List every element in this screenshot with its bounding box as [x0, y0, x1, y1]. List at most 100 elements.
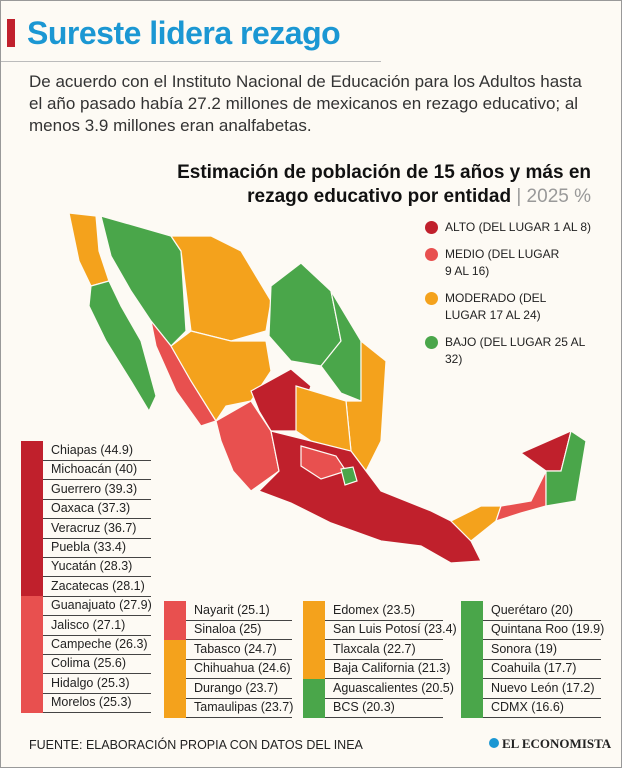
ranking-swatch: [164, 698, 186, 718]
ranking-label: Puebla (33.4): [51, 540, 127, 554]
ranking-swatch: [164, 620, 186, 641]
ranking-row: Sinaloa (25): [164, 620, 292, 641]
ranking-label: Durango (23.7): [194, 680, 279, 695]
ranking-label: Sonora (19): [491, 641, 558, 656]
ranking-label: Sinaloa (25): [194, 622, 262, 637]
ranking-label: Guerrero (39.3): [51, 481, 138, 496]
ranking-swatch: [21, 557, 43, 578]
ranking-label: BCS (20.3): [333, 700, 395, 714]
ranking-row: Tlaxcala (22.7): [303, 639, 443, 660]
ranking-row: Durango (23.7): [164, 678, 292, 699]
map-title-year: | 2025 %: [516, 186, 591, 207]
ranking-row: Guerrero (39.3): [21, 479, 151, 500]
ranking-label: Veracruz (36.7): [51, 520, 137, 535]
ranking-label: Hidalgo (25.3): [51, 675, 130, 690]
ranking-label: Baja California (21.3): [333, 661, 451, 676]
ranking-swatch: [164, 678, 186, 699]
ranking-swatch: [164, 639, 186, 660]
ranking-swatch: [21, 538, 43, 558]
ranking-row: Tabasco (24.7): [164, 639, 292, 660]
source: FUENTE: ELABORACIÓN PROPIA CON DATOS DEL…: [29, 738, 363, 752]
ranking-swatch: [21, 693, 43, 714]
ranking-row: Baja California (21.3): [303, 659, 450, 680]
ranking-swatch: [21, 499, 43, 520]
legend-swatch: [425, 292, 438, 305]
divider: [1, 61, 381, 62]
ranking-swatch: [303, 698, 325, 718]
ranking-swatch: [21, 615, 43, 636]
ranking-row: Quintana Roo (19.9): [461, 620, 604, 641]
legend: ALTO (DEL LUGAR 1 AL 8) MEDIO (DEL LUGAR …: [425, 219, 605, 378]
ranking-label: Zacatecas (28.1): [51, 578, 145, 593]
ranking-label: Michoacán (40): [51, 462, 138, 477]
ranking-row: CDMX (16.6): [461, 698, 601, 718]
ranking-label: Chihuahua (24.6): [194, 661, 291, 676]
ranking-row: Campeche (26.3): [21, 635, 151, 655]
ranking-swatch: [21, 576, 43, 597]
ranking-row: Chiapas (44.9): [21, 441, 151, 461]
ranking-swatch: [461, 620, 483, 641]
logo: EL ECONOMISTA: [489, 736, 611, 752]
legend-label: BAJO (DEL LUGAR 25 AL 32): [445, 335, 585, 366]
ranking-label: Morelos (25.3): [51, 695, 132, 710]
ranking-label: Aguascalientes (20.5): [333, 680, 454, 695]
logo-text: EL ECONOMISTA: [502, 736, 612, 751]
ranking-row: Jalisco (27.1): [21, 615, 151, 636]
ranking-label: Colima (25.6): [51, 656, 127, 671]
ranking-swatch: [303, 659, 325, 680]
ranking-label: Nuevo León (17.2): [491, 680, 595, 695]
ranking-row: Yucatán (28.3): [21, 557, 151, 578]
ranking-swatch: [461, 678, 483, 699]
state: [88, 280, 157, 413]
state: [300, 445, 347, 480]
legend-item: MODERADO (DEL LUGAR 17 AL 24): [425, 290, 565, 324]
ranking-row: Guanajuato (27.9): [21, 596, 152, 617]
ranking-row: Oaxaca (37.3): [21, 499, 151, 520]
map: [68, 212, 587, 564]
ranking-label: Querétaro (20): [491, 603, 573, 617]
legend-item: MEDIO (DEL LUGAR 9 AL 16): [425, 246, 565, 280]
ranking-swatch: [461, 698, 483, 718]
ranking-swatch: [303, 639, 325, 660]
ranking-row: Edomex (23.5): [303, 601, 443, 621]
legend-label: ALTO (DEL LUGAR 1 AL 8): [445, 220, 592, 234]
ranking-label: Tlaxcala (22.7): [333, 641, 416, 656]
legend-swatch: [425, 336, 438, 349]
ranking-label: Chiapas (44.9): [51, 443, 133, 457]
ranking-swatch: [303, 620, 325, 641]
state: [268, 262, 342, 367]
ranking-row: BCS (20.3): [303, 698, 443, 718]
map-title-line: Estimación de población de 15 años y más…: [177, 162, 591, 183]
state: [340, 466, 358, 486]
map-title: Estimación de población de 15 años y más…: [177, 161, 591, 209]
ranking-label: Edomex (23.5): [333, 603, 415, 617]
legend-swatch: [425, 248, 438, 261]
ranking-row: Nuevo León (17.2): [461, 678, 601, 699]
ranking-row: Querétaro (20): [461, 601, 601, 621]
ranking-swatch: [461, 601, 483, 621]
state: [170, 330, 272, 423]
ranking-row: Morelos (25.3): [21, 693, 151, 714]
ranking-row: Tamaulipas (23.7): [164, 698, 293, 718]
state: [169, 235, 272, 342]
ranking-label: Yucatán (28.3): [51, 559, 133, 574]
ranking-swatch: [461, 659, 483, 680]
state: [545, 430, 587, 507]
ranking-label: Oaxaca (37.3): [51, 501, 131, 516]
intro: De acuerdo con el Instituto Nacional de …: [29, 72, 582, 135]
ranking-swatch: [21, 518, 43, 539]
ranking-swatch: [21, 479, 43, 500]
ranking-label: Coahuila (17.7): [491, 661, 577, 676]
ranking-swatch: [21, 460, 43, 481]
state: [495, 470, 547, 522]
ranking-label: Nayarit (25.1): [194, 603, 270, 617]
ranking-swatch: [21, 596, 43, 617]
ranking-swatch: [21, 654, 43, 675]
ranking-row: Coahuila (17.7): [461, 659, 601, 680]
ranking-swatch: [164, 601, 186, 621]
ranking-label: Guanajuato (27.9): [51, 598, 152, 613]
legend-item: BAJO (DEL LUGAR 25 AL 32): [425, 334, 605, 368]
ranking-label: Jalisco (27.1): [51, 617, 126, 632]
ranking-swatch: [164, 659, 186, 680]
